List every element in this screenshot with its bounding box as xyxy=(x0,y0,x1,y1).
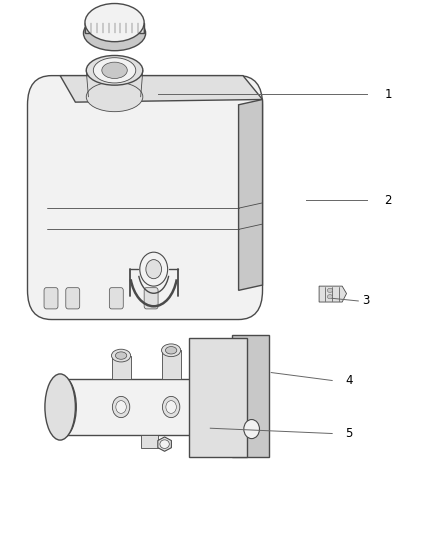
Polygon shape xyxy=(319,286,346,302)
Polygon shape xyxy=(158,437,171,451)
FancyBboxPatch shape xyxy=(110,288,123,309)
Polygon shape xyxy=(239,100,262,290)
Ellipse shape xyxy=(160,440,170,448)
Polygon shape xyxy=(188,338,247,457)
Ellipse shape xyxy=(327,295,332,299)
Text: 3: 3 xyxy=(363,294,370,308)
Ellipse shape xyxy=(113,397,130,418)
Ellipse shape xyxy=(146,260,162,279)
Text: 4: 4 xyxy=(345,374,353,387)
Polygon shape xyxy=(141,434,158,448)
FancyBboxPatch shape xyxy=(44,288,58,309)
Polygon shape xyxy=(60,76,262,102)
Ellipse shape xyxy=(162,397,180,418)
Text: 2: 2 xyxy=(385,193,392,207)
Polygon shape xyxy=(232,335,269,457)
Ellipse shape xyxy=(166,401,177,414)
Ellipse shape xyxy=(112,349,131,362)
Ellipse shape xyxy=(85,4,144,42)
Ellipse shape xyxy=(93,58,136,83)
FancyBboxPatch shape xyxy=(144,288,158,309)
Ellipse shape xyxy=(140,252,168,286)
Ellipse shape xyxy=(102,62,127,78)
Ellipse shape xyxy=(327,288,332,293)
Text: 1: 1 xyxy=(385,87,392,101)
Ellipse shape xyxy=(84,15,145,51)
Polygon shape xyxy=(85,22,144,33)
Ellipse shape xyxy=(116,352,127,359)
Ellipse shape xyxy=(86,55,143,85)
Text: 5: 5 xyxy=(345,427,353,440)
Ellipse shape xyxy=(244,419,259,439)
FancyBboxPatch shape xyxy=(66,288,80,309)
Ellipse shape xyxy=(86,82,143,112)
Polygon shape xyxy=(162,350,181,379)
Ellipse shape xyxy=(45,374,75,440)
Ellipse shape xyxy=(116,401,126,414)
Ellipse shape xyxy=(48,377,76,438)
Polygon shape xyxy=(62,379,237,434)
FancyBboxPatch shape xyxy=(28,76,262,319)
Polygon shape xyxy=(112,356,131,379)
Ellipse shape xyxy=(162,344,181,357)
Ellipse shape xyxy=(166,346,177,354)
